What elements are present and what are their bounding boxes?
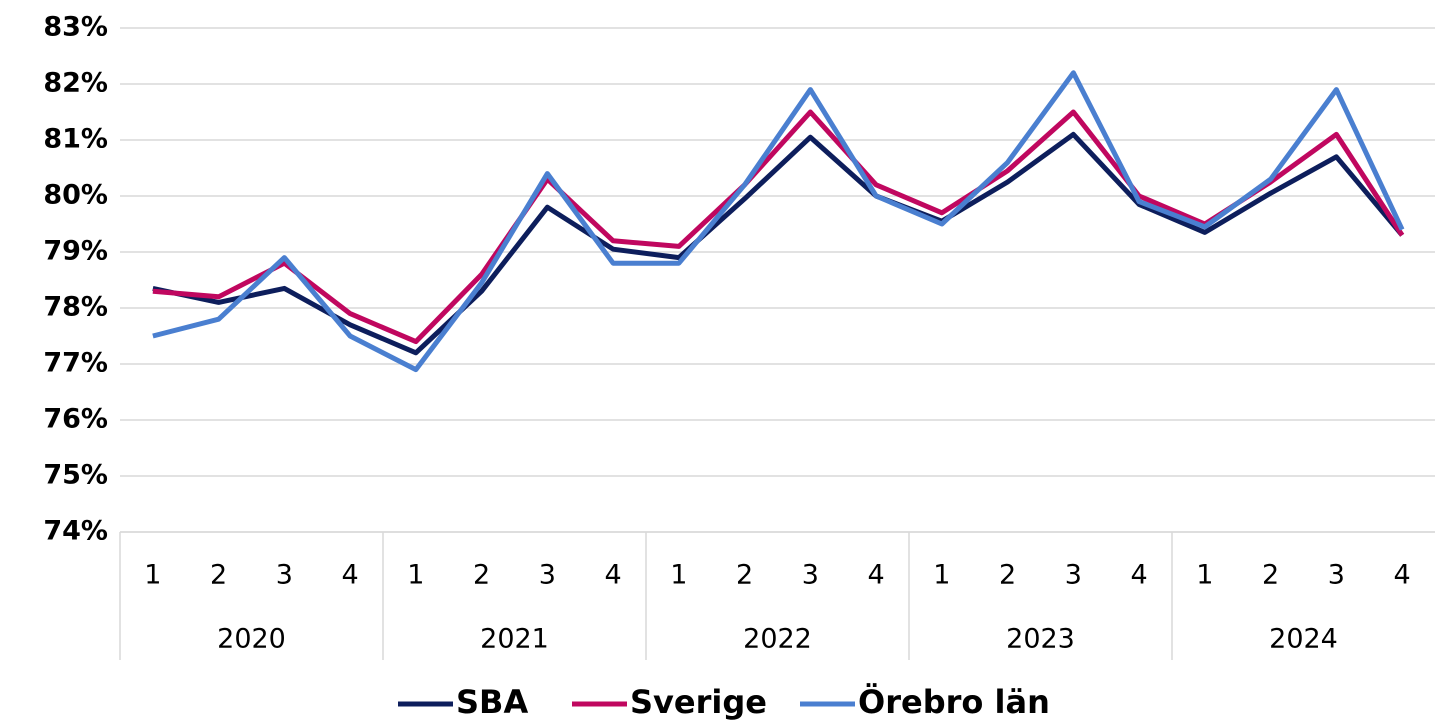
legend-label: Sverige — [630, 683, 767, 721]
group-label: 2021 — [480, 624, 549, 655]
x-tick-label: 2 — [210, 560, 227, 591]
x-tick-label: 3 — [1065, 560, 1082, 591]
x-tick-label: 2 — [736, 560, 753, 591]
x-tick-label: 3 — [276, 560, 293, 591]
x-tick-label: 2 — [473, 560, 490, 591]
x-tick-label: 3 — [1328, 560, 1345, 591]
line-series — [152, 131, 1405, 356]
line-series — [152, 109, 1405, 345]
x-tick-label: 1 — [144, 560, 161, 591]
y-tick-label: 77% — [43, 348, 108, 379]
x-tick-label: 1 — [670, 560, 687, 591]
x-tick-label: 4 — [1131, 560, 1148, 591]
y-tick-label: 74% — [43, 516, 108, 547]
y-tick-label: 81% — [43, 124, 108, 155]
group-label: 2022 — [743, 624, 812, 655]
x-tick-label: 3 — [802, 560, 819, 591]
y-tick-label: 75% — [43, 460, 108, 491]
line-series — [152, 70, 1405, 373]
group-label: 2020 — [217, 624, 286, 655]
x-tick-label: 2 — [1262, 560, 1279, 591]
x-tick-label: 1 — [1196, 560, 1213, 591]
y-tick-label: 80% — [43, 180, 108, 211]
x-tick-label: 2 — [999, 560, 1016, 591]
legend-label: SBA — [456, 683, 528, 721]
x-tick-label: 4 — [342, 560, 359, 591]
group-label: 2024 — [1269, 624, 1338, 655]
x-tick-label: 4 — [1394, 560, 1411, 591]
y-tick-label: 82% — [43, 68, 108, 99]
y-tick-label: 78% — [43, 292, 108, 323]
x-tick-label: 3 — [539, 560, 556, 591]
x-tick-label: 4 — [868, 560, 885, 591]
legend-label: Örebro län — [858, 683, 1050, 721]
x-tick-label: 1 — [933, 560, 950, 591]
y-tick-label: 79% — [43, 236, 108, 267]
x-tick-label: 1 — [407, 560, 424, 591]
y-tick-label: 83% — [43, 12, 108, 43]
group-label: 2023 — [1006, 624, 1075, 655]
y-tick-label: 76% — [43, 404, 108, 435]
x-tick-label: 4 — [605, 560, 622, 591]
